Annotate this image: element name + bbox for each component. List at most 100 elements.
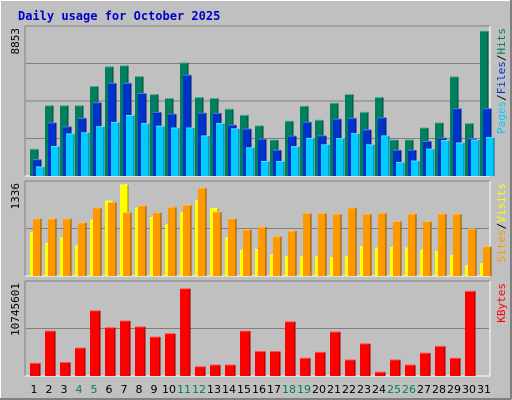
- legend-entry: Sites: [495, 229, 508, 262]
- x-label-day-18: 18: [282, 383, 296, 396]
- legend-visitors: Sites/Visits: [495, 183, 508, 263]
- bar-sites-day-9: [153, 212, 161, 276]
- x-label-day-13: 13: [207, 383, 221, 396]
- bar-kbytes-day-28: [435, 346, 445, 376]
- bar-pages-day-13: [216, 123, 224, 176]
- bar-sites-day-19: [303, 213, 311, 276]
- bar-kbytes-day-5: [90, 310, 100, 376]
- series-kbytes: [30, 288, 476, 376]
- bar-sites-day-27: [423, 221, 431, 276]
- bar-kbytes-day-30: [465, 291, 475, 376]
- x-label-day-11: 11: [177, 383, 191, 396]
- bar-sites-day-5: [93, 207, 101, 276]
- bar-kbytes-day-1: [30, 363, 40, 376]
- bar-kbytes-day-21: [330, 331, 340, 376]
- x-label-day-28: 28: [432, 383, 446, 396]
- bar-pages-day-7: [126, 115, 134, 176]
- x-label-day-31: 31: [477, 383, 491, 396]
- bar-kbytes-day-12: [195, 366, 205, 376]
- series-sites: [33, 187, 492, 276]
- x-label-day-8: 8: [136, 383, 143, 396]
- bar-kbytes-day-29: [450, 358, 460, 376]
- bar-sites-day-3: [63, 218, 71, 276]
- bar-kbytes-day-18: [285, 321, 295, 376]
- bar-sites-day-18: [288, 231, 296, 276]
- bar-sites-day-2: [48, 218, 56, 276]
- bar-files-day-11: [183, 75, 191, 176]
- x-label-day-4: 4: [76, 383, 83, 396]
- bar-sites-day-15: [243, 229, 251, 276]
- bar-sites-day-30: [468, 229, 476, 276]
- x-label-day-9: 9: [151, 383, 158, 396]
- x-label-day-22: 22: [342, 383, 356, 396]
- y-max-label: 8853: [9, 28, 22, 55]
- x-label-day-12: 12: [192, 383, 206, 396]
- bar-kbytes-day-4: [75, 348, 85, 376]
- bar-pages-day-15: [246, 147, 254, 176]
- bar-pages-day-16: [261, 161, 269, 176]
- x-label-day-16: 16: [252, 383, 266, 396]
- legend-entry: Hits: [495, 28, 508, 55]
- bar-pages-day-27: [426, 149, 434, 176]
- legend-entry: Files: [495, 61, 508, 94]
- x-label-day-24: 24: [372, 383, 386, 396]
- x-label-day-3: 3: [61, 383, 68, 396]
- y-max-label: 10745601: [9, 283, 22, 336]
- bar-kbytes-day-2: [45, 331, 55, 376]
- bar-kbytes-day-27: [420, 353, 430, 376]
- x-label-day-29: 29: [447, 383, 461, 396]
- bar-kbytes-day-24: [375, 372, 385, 376]
- bar-pages-day-19: [306, 138, 314, 176]
- bar-pages-day-26: [411, 160, 419, 176]
- bar-pages-day-5: [96, 126, 104, 176]
- x-label-day-2: 2: [46, 383, 53, 396]
- bar-pages-day-3: [66, 133, 74, 176]
- bar-pages-day-18: [291, 146, 299, 176]
- bar-sites-day-20: [318, 213, 326, 276]
- bar-kbytes-day-19: [300, 358, 310, 376]
- bar-hits-day-31: [480, 31, 488, 176]
- bar-sites-day-17: [273, 236, 281, 276]
- bar-pages-day-28: [441, 140, 449, 176]
- bar-pages-day-21: [336, 138, 344, 176]
- x-label-day-20: 20: [312, 383, 326, 396]
- bar-kbytes-day-11: [180, 288, 190, 376]
- x-label-day-17: 17: [267, 383, 281, 396]
- bar-sites-day-10: [168, 207, 176, 276]
- bar-files-day-16: [258, 139, 266, 176]
- bar-kbytes-day-6: [105, 327, 115, 376]
- x-label-day-25: 25: [387, 383, 401, 396]
- bar-pages-day-6: [111, 122, 119, 176]
- x-label-day-26: 26: [402, 383, 416, 396]
- bar-kbytes-day-8: [135, 326, 145, 376]
- bar-kbytes-day-16: [255, 351, 265, 376]
- chart-title: Daily usage for October 2025: [18, 9, 220, 23]
- bar-sites-day-8: [138, 205, 146, 276]
- bar-pages-day-22: [351, 133, 359, 176]
- bar-sites-day-16: [258, 226, 266, 276]
- bar-sites-day-13: [213, 211, 221, 276]
- legend-entry: /: [495, 55, 508, 62]
- bar-pages-day-23: [366, 144, 374, 176]
- bar-sites-day-22: [348, 207, 356, 276]
- x-label-day-10: 10: [162, 383, 176, 396]
- x-label-day-5: 5: [91, 383, 98, 396]
- bar-pages-day-1: [36, 166, 44, 176]
- bar-pages-day-29: [456, 143, 464, 176]
- bar-sites-day-24: [378, 213, 386, 276]
- x-label-day-30: 30: [462, 383, 476, 396]
- bar-kbytes-day-17: [270, 351, 280, 376]
- bar-pages-day-24: [381, 135, 389, 176]
- bar-sites-day-25: [393, 221, 401, 276]
- bar-kbytes-day-3: [60, 362, 70, 376]
- panel-visitors: 1336 Sites/Visits: [9, 180, 508, 277]
- x-label-day-21: 21: [327, 383, 341, 396]
- bar-sites-day-23: [363, 214, 371, 276]
- legend-entry: /: [495, 223, 508, 230]
- bar-pages-day-8: [141, 123, 149, 176]
- legend-entry: /: [495, 94, 508, 101]
- bar-pages-day-17: [276, 161, 284, 176]
